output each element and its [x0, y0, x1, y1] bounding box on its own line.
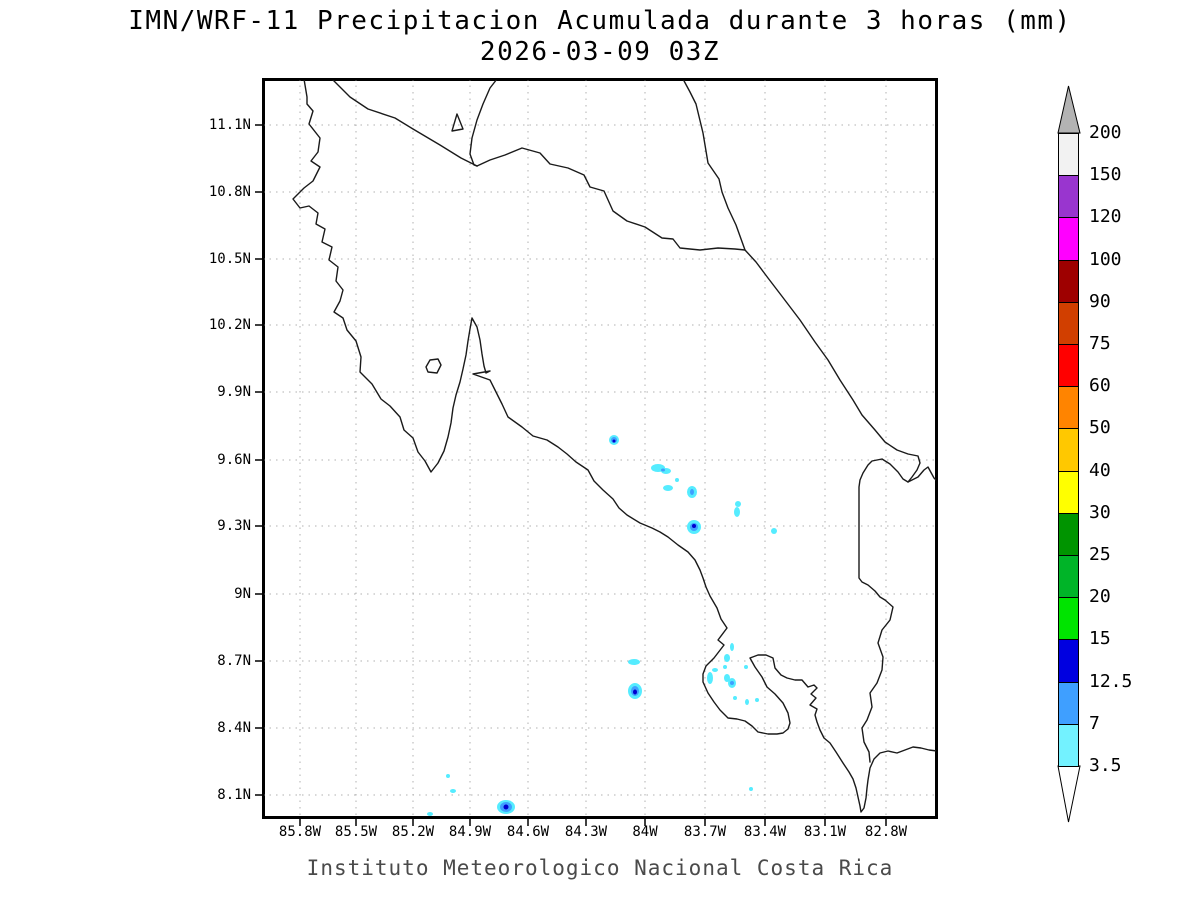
grid-layer	[255, 79, 937, 826]
colorbar-segment	[1058, 217, 1079, 261]
y-tick-label: 11.1N	[208, 117, 251, 133]
y-tick-label: 8.4N	[217, 720, 251, 736]
precip-cell-light	[707, 672, 713, 684]
precip-cell-core	[692, 524, 696, 528]
x-tick-label: 85.2W	[391, 824, 435, 840]
x-tick-label: 83.7W	[683, 824, 727, 840]
precip-cell-light	[724, 654, 730, 662]
precip-cell-light	[745, 699, 749, 705]
precip-cell-core	[612, 439, 616, 443]
colorbar-level-label: 150	[1089, 164, 1122, 186]
plot-title: IMN/WRF-11 Precipitacion Acumulada duran…	[128, 6, 1072, 36]
colorbar-level-label: 15	[1089, 628, 1111, 650]
colorbar-segment	[1058, 428, 1079, 472]
precip-cell-light	[427, 812, 433, 816]
colorbar-segment	[1058, 259, 1079, 303]
x-tick-label: 84.3W	[564, 824, 608, 840]
colorbar-segment	[1058, 344, 1079, 388]
y-tick-label: 10.5N	[208, 251, 251, 267]
colorbar-level-label: 90	[1089, 290, 1111, 312]
colorbar-level-label: 30	[1089, 501, 1111, 523]
y-tick-label: 10.8N	[208, 184, 251, 200]
precip-cell-mid	[690, 489, 694, 495]
colorbar-level-label: 12.5	[1089, 670, 1133, 692]
precip-cell-light	[734, 507, 740, 517]
y-tick-label: 9.9N	[217, 384, 251, 400]
island-chira-gulf-nicoya	[425, 358, 442, 374]
coastline-layer	[292, 78, 938, 813]
x-tick-label: 82.8W	[864, 824, 908, 840]
colorbar-level-label: 40	[1089, 459, 1111, 481]
colorbar-segment	[1058, 723, 1079, 767]
coastline-caribbean	[682, 78, 938, 483]
colorbar-level-label: 75	[1089, 333, 1111, 354]
coastline-lake-nicaragua-east	[469, 78, 498, 167]
y-tick-label: 8.1N	[217, 787, 251, 803]
y-tick-label: 10.2N	[208, 317, 251, 333]
precip-cell-mid	[661, 468, 665, 472]
y-tick-label: 8.7N	[217, 653, 251, 669]
colorbar-level-label: 200	[1089, 122, 1122, 143]
x-tick-label: 85.5W	[334, 824, 378, 840]
colorbar-segment	[1058, 301, 1079, 345]
precip-cell-mid	[730, 681, 734, 685]
precip-cell-light	[723, 665, 727, 669]
precip-cell-light	[675, 478, 679, 482]
precip-cell-core	[633, 689, 637, 695]
x-tick-label: 84.6W	[506, 824, 550, 840]
y-tick-label: 9.6N	[217, 452, 251, 468]
colorbar-segment	[1058, 470, 1079, 514]
precip-cell-light	[446, 774, 450, 778]
border-san-juan-river	[476, 147, 746, 251]
colorbar-segment	[1058, 681, 1079, 725]
x-tick-label: 83.4W	[743, 824, 787, 840]
colorbar-level-label: 3.5	[1089, 755, 1122, 776]
plot-subtitle-datetime: 2026-03-09 03Z	[479, 37, 721, 67]
colorbar-segment	[1058, 175, 1079, 219]
plot-border	[262, 78, 938, 819]
y-tick-label: 9N	[234, 586, 251, 602]
precip-cell-core	[503, 804, 509, 810]
colorbar-segment	[1058, 555, 1079, 599]
coastline-lake-nicaragua-west	[331, 78, 478, 167]
precip-cell-light	[730, 643, 734, 651]
precip-cell-light	[749, 787, 753, 791]
x-tick-label: 84.9W	[448, 824, 492, 840]
colorbar-segment	[1058, 512, 1079, 556]
colorbar-arrow-up	[1057, 85, 1081, 134]
colorbar-level-label: 120	[1089, 206, 1122, 228]
colorbar-level-label: 20	[1089, 586, 1111, 608]
colorbar-level-label: 60	[1089, 375, 1111, 397]
precip-cell-light	[733, 696, 737, 700]
x-tick-label: 83.1W	[803, 824, 847, 840]
colorbar-segment	[1058, 133, 1079, 177]
colorbar-segment	[1058, 639, 1079, 683]
precip-cell-light	[724, 674, 730, 682]
footer-caption: Instituto Meteorologico Nacional Costa R…	[306, 856, 894, 880]
precip-cell-light	[735, 501, 741, 507]
precip-cell-light	[663, 485, 673, 491]
colorbar-level-label: 25	[1089, 544, 1111, 565]
precip-cell-light	[450, 789, 456, 793]
precip-cell-light	[628, 659, 640, 665]
colorbar-level-label: 7	[1089, 712, 1100, 734]
precip-cell-light	[771, 528, 777, 534]
colorbar-arrow-down	[1057, 765, 1081, 823]
precip-cell-light	[712, 668, 718, 672]
border-panama	[858, 458, 909, 763]
colorbar-segment	[1058, 386, 1079, 430]
precip-cell-light	[755, 698, 759, 702]
y-tick-label: 9.3N	[217, 518, 251, 534]
x-tick-label: 85.8W	[278, 824, 322, 840]
coastline-pacific-main	[292, 78, 938, 813]
colorbar-segment	[1058, 597, 1079, 641]
colorbar-level-label: 50	[1089, 417, 1111, 439]
island-lake-nicaragua	[451, 113, 464, 132]
x-tick-label: 84W	[632, 824, 658, 840]
precip-cell-light	[744, 665, 748, 669]
precip-layer	[427, 435, 777, 816]
colorbar-level-label: 100	[1089, 248, 1122, 270]
